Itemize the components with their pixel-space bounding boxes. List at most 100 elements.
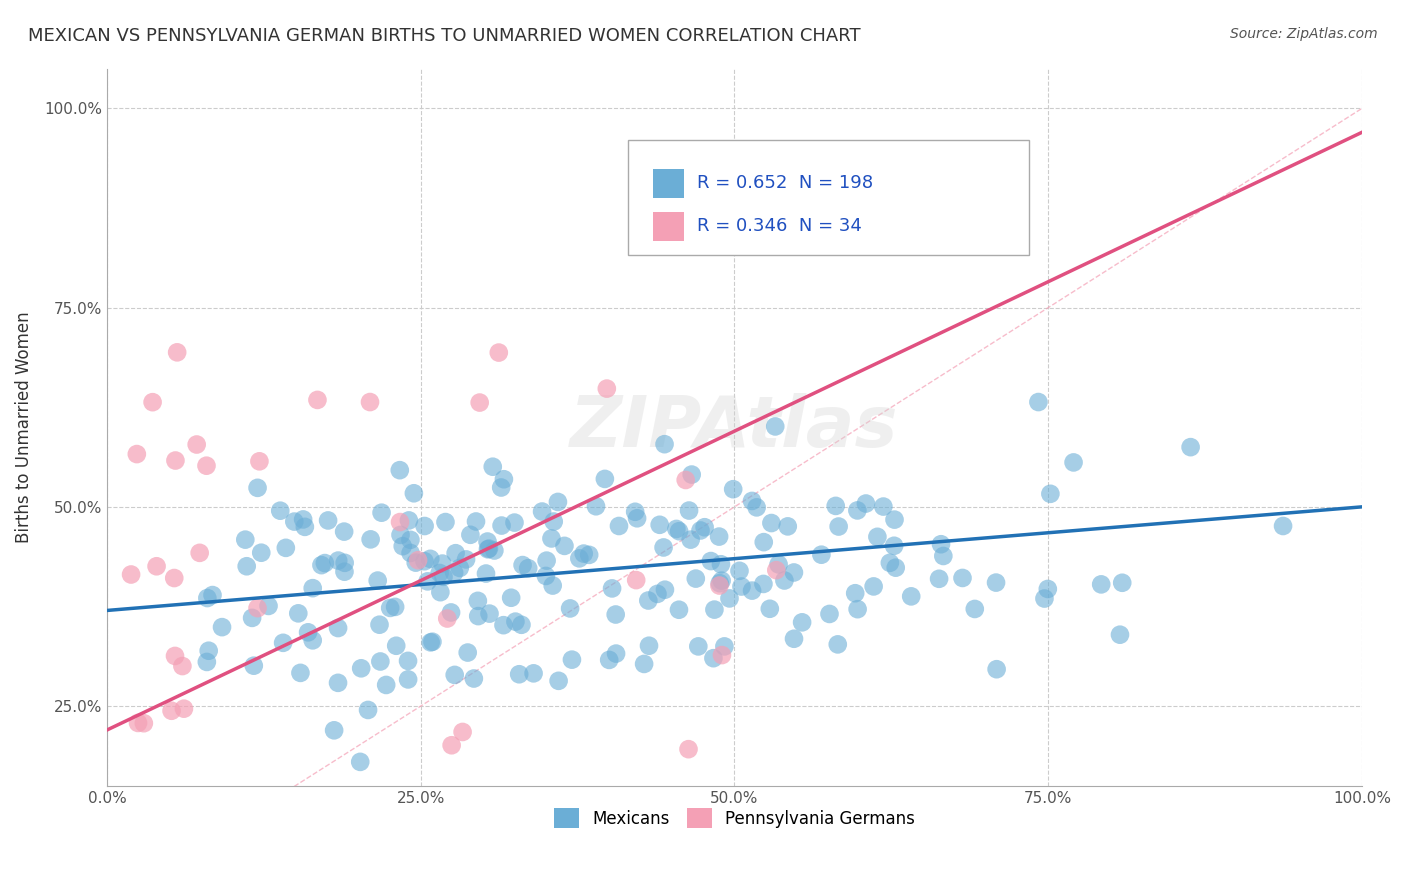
Text: R = 0.652  N = 198: R = 0.652 N = 198 <box>697 174 873 193</box>
Point <box>290 665 312 680</box>
Point <box>710 648 733 662</box>
Point <box>195 655 218 669</box>
Point <box>467 609 489 624</box>
Point <box>370 655 392 669</box>
FancyBboxPatch shape <box>628 140 1029 255</box>
Point <box>745 500 768 515</box>
Point <box>862 579 884 593</box>
Point <box>540 532 562 546</box>
Point <box>598 653 620 667</box>
Point <box>188 546 211 560</box>
Point <box>637 593 659 607</box>
Point <box>307 392 329 407</box>
Point <box>558 601 581 615</box>
Point <box>399 546 422 560</box>
Point <box>163 571 186 585</box>
Point <box>432 570 454 584</box>
Point <box>294 520 316 534</box>
Point <box>522 666 544 681</box>
Point <box>1090 577 1112 591</box>
Point <box>776 519 799 533</box>
Point <box>125 447 148 461</box>
Point <box>1039 487 1062 501</box>
Point <box>166 345 188 359</box>
Point <box>752 535 775 549</box>
Point <box>689 524 711 538</box>
Point <box>201 588 224 602</box>
Point <box>429 585 451 599</box>
Point <box>492 472 515 486</box>
Point <box>142 395 165 409</box>
Point <box>512 558 534 572</box>
Point <box>274 541 297 555</box>
Point <box>536 554 558 568</box>
Point <box>389 528 412 542</box>
Point <box>818 607 841 621</box>
Point <box>434 515 457 529</box>
Point <box>145 559 167 574</box>
Point <box>491 518 513 533</box>
Point <box>768 558 790 572</box>
Point <box>752 577 775 591</box>
Point <box>654 437 676 451</box>
Point <box>449 561 471 575</box>
Point <box>422 634 444 648</box>
Point <box>553 539 575 553</box>
Point <box>763 419 786 434</box>
Point <box>678 503 700 517</box>
Point <box>855 496 877 510</box>
Point <box>432 557 454 571</box>
Point <box>359 395 381 409</box>
Point <box>741 583 763 598</box>
Point <box>543 515 565 529</box>
Point <box>593 472 616 486</box>
Point <box>883 539 905 553</box>
Point <box>333 565 356 579</box>
Point <box>195 458 218 473</box>
Text: MEXICAN VS PENNSYLVANIA GERMAN BIRTHS TO UNMARRIED WOMEN CORRELATION CHART: MEXICAN VS PENNSYLVANIA GERMAN BIRTHS TO… <box>28 27 860 45</box>
Point <box>1111 575 1133 590</box>
Point <box>1036 582 1059 596</box>
Point <box>399 533 422 547</box>
Point <box>900 590 922 604</box>
Point <box>326 621 349 635</box>
Point <box>633 657 655 671</box>
Point <box>127 715 149 730</box>
Point <box>484 543 506 558</box>
Point <box>488 345 510 359</box>
Point <box>475 566 498 581</box>
Point <box>1063 455 1085 469</box>
Point <box>679 533 702 547</box>
Point <box>721 482 744 496</box>
Point <box>783 632 806 646</box>
Point <box>328 553 350 567</box>
Point <box>396 673 419 687</box>
Point <box>1028 395 1050 409</box>
Point <box>605 607 627 622</box>
Point <box>440 738 463 752</box>
Point <box>932 549 955 563</box>
Point <box>419 635 441 649</box>
Point <box>333 524 356 539</box>
Point <box>681 467 703 482</box>
Point <box>928 572 950 586</box>
Point <box>283 515 305 529</box>
Point <box>827 519 849 533</box>
Point <box>765 563 787 577</box>
Point <box>367 574 389 588</box>
Point <box>492 618 515 632</box>
Point <box>626 511 648 525</box>
Point <box>375 678 398 692</box>
Point <box>120 567 142 582</box>
Point <box>688 640 710 654</box>
FancyBboxPatch shape <box>652 169 685 198</box>
Point <box>349 755 371 769</box>
Point <box>388 463 411 477</box>
Point <box>444 546 467 560</box>
Point <box>443 566 465 580</box>
Point <box>728 564 751 578</box>
Point <box>638 639 661 653</box>
Point <box>416 574 439 589</box>
Point <box>741 494 763 508</box>
Point <box>846 503 869 517</box>
